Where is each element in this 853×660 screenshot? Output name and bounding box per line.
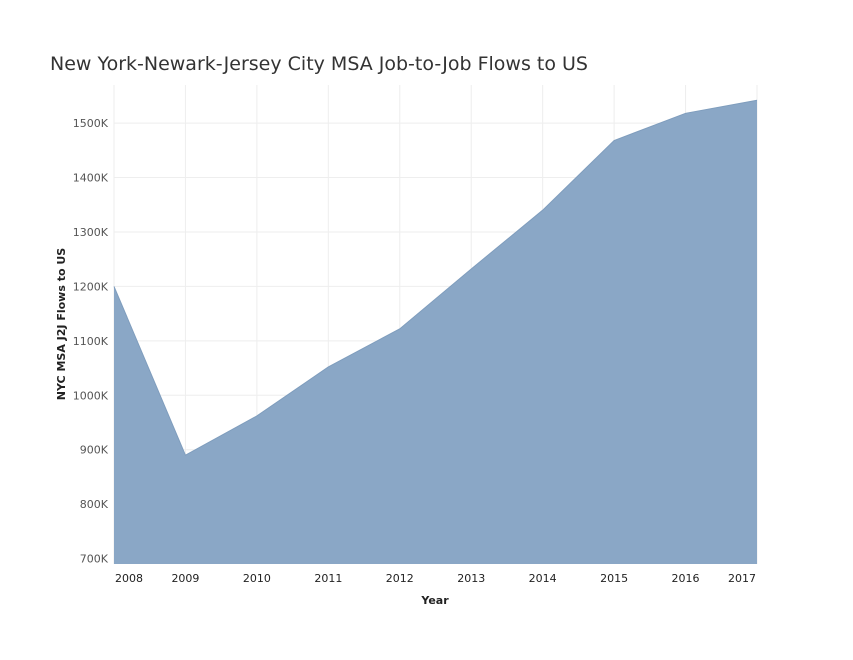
- area-line: [113, 99, 758, 456]
- y-tick-label: 1300K: [73, 226, 109, 239]
- x-tick-label: 2009: [171, 572, 199, 585]
- x-axis-ticks: 2008 2009 2010 2011 2012 2013 2014 2015 2016 2017: [115, 572, 756, 585]
- area-series: [113, 99, 758, 564]
- x-tick-label: 2012: [386, 572, 414, 585]
- y-tick-label: 1100K: [73, 335, 109, 348]
- x-axis-label: Year: [420, 594, 449, 607]
- y-tick-label: 1000K: [73, 389, 109, 402]
- y-tick-label: 1400K: [73, 172, 109, 185]
- x-tick-label: 2008: [115, 572, 143, 585]
- x-tick-label: 2017: [728, 572, 756, 585]
- x-tick-label: 2011: [314, 572, 342, 585]
- y-tick-label: 1500K: [73, 117, 109, 130]
- chart-title: New York-Newark-Jersey City MSA Job-to-J…: [50, 53, 588, 75]
- x-tick-label: 2016: [672, 572, 700, 585]
- y-tick-label: 800K: [80, 498, 109, 511]
- x-tick-label: 2015: [600, 572, 628, 585]
- x-tick-label: 2013: [457, 572, 485, 585]
- x-tick-label: 2014: [529, 572, 557, 585]
- area-fill: [114, 100, 757, 564]
- y-tick-label: 700K: [80, 553, 109, 566]
- y-tick-label: 900K: [80, 444, 109, 457]
- x-tick-label: 2010: [243, 572, 271, 585]
- y-tick-label: 1200K: [73, 280, 109, 293]
- y-axis-label: NYC MSA J2J Flows to US: [55, 248, 68, 401]
- y-axis-ticks: 700K 800K 900K 1000K 1100K 1200K 1300K 1400K 150…: [73, 117, 109, 565]
